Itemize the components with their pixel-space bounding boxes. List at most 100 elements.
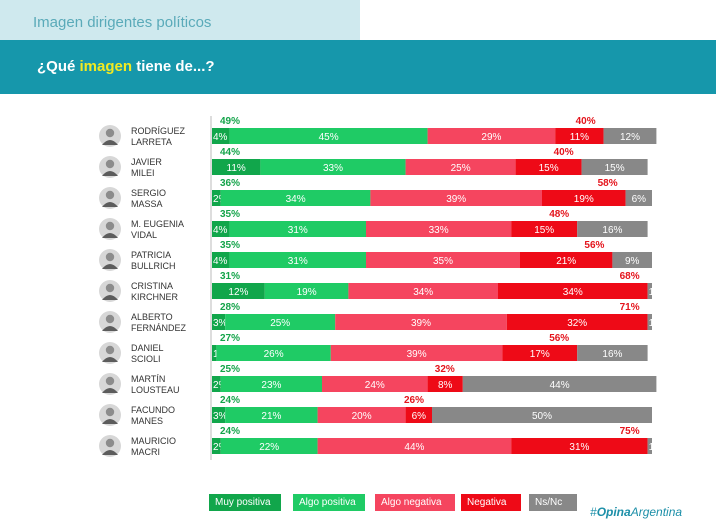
category-label: MANES xyxy=(131,416,163,426)
total-positive-label: 24% xyxy=(220,426,240,437)
data-label: 21% xyxy=(261,411,281,422)
data-label: 16% xyxy=(602,349,622,360)
bar-segment xyxy=(577,221,648,237)
bar-segment xyxy=(264,283,349,299)
data-label: 2% xyxy=(213,380,228,391)
avatar-body xyxy=(102,388,118,393)
bar-segment xyxy=(220,438,318,454)
bar-segment xyxy=(260,159,406,175)
category-label: MARTÍN xyxy=(131,374,165,384)
total-negative-label: 32% xyxy=(435,364,455,375)
bar-segment xyxy=(625,190,652,206)
bar-segment xyxy=(542,190,626,206)
bar-segment xyxy=(220,190,371,206)
legend-item: Algo negativa xyxy=(375,494,455,511)
avatar-body xyxy=(102,357,118,362)
bar-segment xyxy=(647,283,652,299)
data-label: 15% xyxy=(534,225,554,236)
total-negative-label: 71% xyxy=(620,302,640,313)
total-positive-label: 35% xyxy=(220,209,240,220)
avatar-body xyxy=(102,326,118,331)
data-label: 33% xyxy=(323,163,343,174)
data-label: 16% xyxy=(602,225,622,236)
avatar-body xyxy=(102,202,118,207)
data-label: 39% xyxy=(407,349,427,360)
data-label: 45% xyxy=(319,132,339,143)
total-negative-label: 56% xyxy=(549,333,569,344)
total-negative-label: 40% xyxy=(576,116,596,127)
category-label: MILEI xyxy=(131,168,155,178)
data-label: 4% xyxy=(213,132,228,143)
data-label: 12% xyxy=(228,287,248,298)
bar-segment xyxy=(225,314,336,330)
data-label: 26% xyxy=(264,349,284,360)
data-label: 19% xyxy=(574,194,594,205)
category-label: LARRETA xyxy=(131,137,172,147)
total-negative-label: 40% xyxy=(554,147,574,158)
data-label: 25% xyxy=(270,318,290,329)
data-label: 44% xyxy=(550,380,570,391)
data-label: 12% xyxy=(620,132,640,143)
total-positive-label: 31% xyxy=(220,271,240,282)
data-label: 44% xyxy=(404,442,424,453)
category-label: CRISTINA xyxy=(131,281,173,291)
bar-segment xyxy=(212,190,221,206)
legend-item: Muy positiva xyxy=(209,494,281,511)
bar-segment xyxy=(577,345,648,361)
bar-segment xyxy=(229,221,366,237)
data-label: 11% xyxy=(570,132,589,143)
data-label: 24% xyxy=(365,380,385,391)
data-label: 22% xyxy=(259,442,279,453)
data-label: 23% xyxy=(261,380,281,391)
total-positive-label: 24% xyxy=(220,395,240,406)
tab-title: Imagen dirigentes políticos xyxy=(33,14,212,31)
bar-segment xyxy=(612,252,652,268)
total-negative-label: 68% xyxy=(620,271,640,282)
avatar-head xyxy=(105,407,115,417)
bar-segment xyxy=(581,159,648,175)
data-label: 21% xyxy=(556,256,576,267)
data-label: 25% xyxy=(451,163,471,174)
bar-segment xyxy=(432,407,652,423)
data-label: 39% xyxy=(446,194,466,205)
avatar-body xyxy=(102,295,118,300)
bar-segment xyxy=(511,438,648,454)
brand-logo: #OpinaArgentina xyxy=(590,505,682,519)
avatar-head xyxy=(105,438,115,448)
bar-segment xyxy=(520,252,613,268)
total-negative-label: 75% xyxy=(620,426,640,437)
legend-item: Negativa xyxy=(461,494,521,511)
category-label: KIRCHNER xyxy=(131,292,179,302)
bar-segment xyxy=(317,407,406,423)
data-label: 15% xyxy=(605,163,625,174)
bar-segment xyxy=(366,221,512,237)
category-label: MASSA xyxy=(131,199,163,209)
bar-segment xyxy=(502,345,578,361)
question-highlight: imagen xyxy=(79,58,133,75)
data-label: 50% xyxy=(532,411,552,422)
data-label: 31% xyxy=(288,256,308,267)
total-positive-label: 25% xyxy=(220,364,240,375)
avatar-body xyxy=(102,264,118,269)
total-positive-label: 44% xyxy=(220,147,240,158)
data-label: 34% xyxy=(286,194,306,205)
data-label: 39% xyxy=(411,318,431,329)
legend-item: Algo positiva xyxy=(293,494,365,511)
bar-segment xyxy=(511,221,578,237)
avatar-head xyxy=(105,283,115,293)
category-label: M. EUGENIA xyxy=(131,219,184,229)
total-positive-label: 35% xyxy=(220,240,240,251)
question-post: tiene de...? xyxy=(132,58,215,75)
bar-segment xyxy=(405,407,432,423)
avatar-head xyxy=(105,190,115,200)
total-positive-label: 49% xyxy=(220,116,240,127)
total-positive-label: 28% xyxy=(220,302,240,313)
bar-segment xyxy=(212,345,217,361)
avatar-head xyxy=(105,345,115,355)
category-label: FERNÁNDEZ xyxy=(131,323,187,333)
bar-segment xyxy=(647,438,652,454)
data-label: 20% xyxy=(352,411,372,422)
data-label: 31% xyxy=(288,225,308,236)
data-label: 32% xyxy=(567,318,587,329)
avatar-head xyxy=(105,128,115,138)
